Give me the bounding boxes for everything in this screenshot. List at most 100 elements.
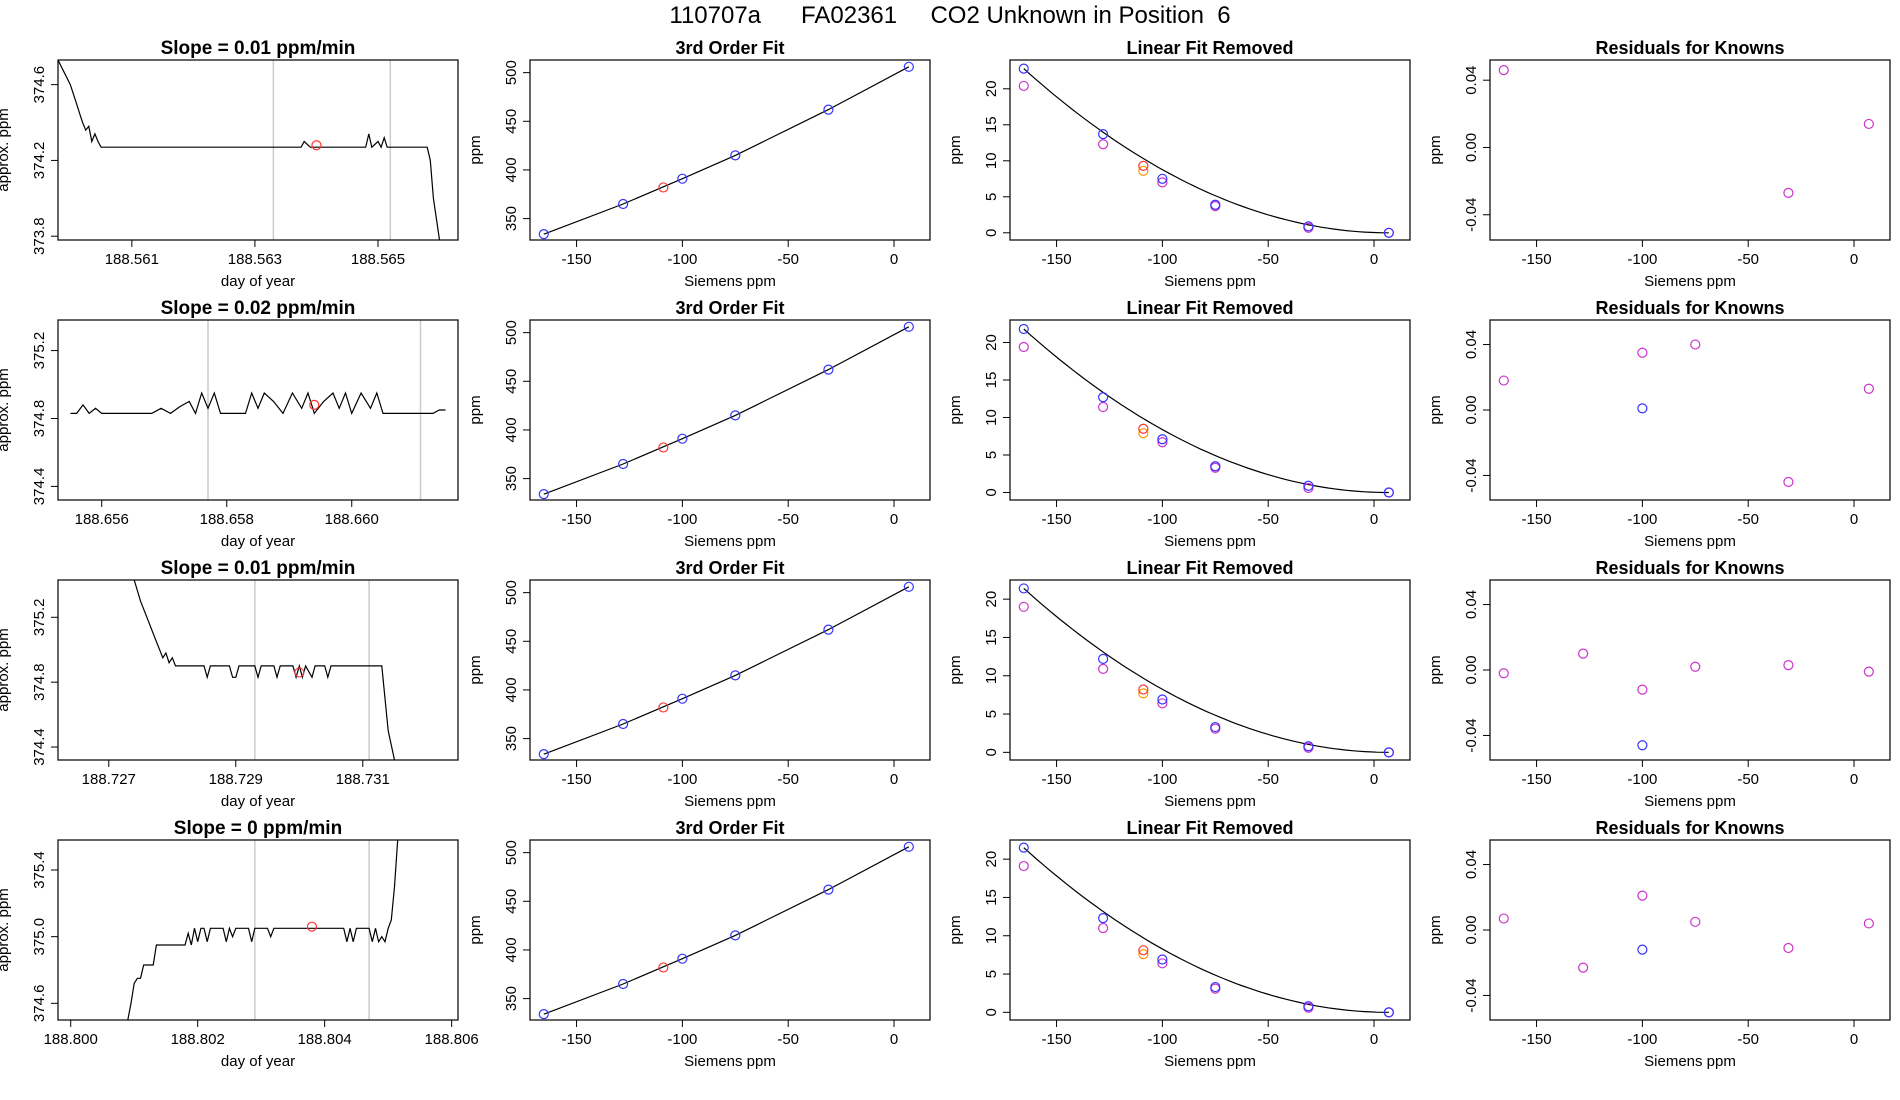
- y-tick-label: 20: [983, 851, 1000, 868]
- unknown-point: [1138, 945, 1149, 956]
- fit-curve: [543, 846, 910, 1015]
- y-tick-label: -0.04: [1463, 198, 1480, 232]
- x-tick-label: 0: [890, 251, 898, 268]
- plot-panel-r0c1: 3rd Order Fit Siemens ppm ppm -150 -100 -50 0 3…: [467, 38, 931, 290]
- x-tick-label: -150: [1042, 511, 1072, 528]
- y-axis-label: ppm: [947, 395, 964, 424]
- y-tick-label: 374.8: [31, 663, 48, 701]
- residual-point: [1637, 347, 1648, 358]
- x-tick-label: -100: [667, 1031, 697, 1048]
- x-axis-label: Siemens ppm: [1644, 1053, 1736, 1070]
- x-tick-label: 0: [890, 1031, 898, 1048]
- residual-point: [1863, 383, 1874, 394]
- residual-point: [1578, 648, 1589, 659]
- unknown-point: [1138, 684, 1149, 695]
- residual-point: [1783, 476, 1794, 488]
- x-tick-label: 188.563: [228, 251, 282, 268]
- plot-frame: [529, 579, 931, 761]
- fit-curve: [543, 66, 910, 235]
- plot-panel-r0c3: Residuals for Knowns Siemens ppm ppm -150 -1…: [1427, 38, 1891, 290]
- trace-line: [127, 840, 399, 1020]
- y-tick-label: 5: [983, 451, 1000, 459]
- x-tick-label: -150: [1042, 251, 1072, 268]
- known-point: [1018, 842, 1029, 853]
- y-tick-label: 350: [503, 206, 520, 231]
- y-axis-label: ppm: [1427, 395, 1444, 424]
- x-tick-label: -100: [1627, 251, 1657, 268]
- y-axis-label: approx. ppm: [0, 628, 12, 711]
- fit-curve: [543, 586, 910, 755]
- x-tick-label: 188.731: [336, 771, 390, 788]
- y-axis-label: ppm: [947, 915, 964, 944]
- y-tick-label: 500: [503, 320, 520, 345]
- plot-title: Slope = 0.01 ppm/min: [161, 558, 356, 579]
- known-point: [1303, 1001, 1314, 1012]
- y-axis-label: ppm: [467, 395, 484, 424]
- plot-data-layer: [133, 580, 396, 760]
- known-point: [1018, 323, 1029, 335]
- residual-point: [1498, 375, 1509, 386]
- x-tick-label: -150: [562, 511, 592, 528]
- plot-data-layer: [538, 321, 914, 500]
- known-point: [1210, 461, 1221, 472]
- plot-data-layer: [1498, 64, 1874, 198]
- known-point: [1098, 913, 1109, 924]
- x-tick-label: 0: [1850, 771, 1858, 788]
- plot-frame: [1009, 59, 1411, 241]
- known-point: [1210, 199, 1221, 210]
- y-tick-label: 374.2: [31, 142, 48, 180]
- plot-panel-r1c1: 3rd Order Fit Siemens ppm ppm -150 -100 -50 0 3…: [467, 298, 931, 550]
- known-point: [1303, 480, 1314, 491]
- y-tick-label: 374.8: [31, 400, 48, 438]
- known-point: [618, 458, 629, 470]
- plot-title: Slope = 0.01 ppm/min: [161, 38, 356, 59]
- plot-panel-r2c2: Linear Fit Removed Siemens ppm ppm -150 -100…: [947, 558, 1411, 810]
- y-tick-label: 0.04: [1463, 590, 1480, 619]
- x-tick-label: -100: [667, 251, 697, 268]
- plot-frame: [1009, 839, 1411, 1021]
- x-axis-label: Siemens ppm: [1164, 273, 1256, 290]
- known-point: [1383, 747, 1394, 758]
- y-tick-label: 375.0: [31, 918, 48, 956]
- x-tick-label: 188.800: [44, 1031, 98, 1048]
- unknown-point: [658, 702, 669, 713]
- known-point: [903, 841, 914, 852]
- plot-title: Linear Fit Removed: [1126, 558, 1293, 578]
- x-tick-label: -100: [1147, 771, 1177, 788]
- x-tick-label: -50: [1737, 1031, 1759, 1048]
- y-tick-label: 350: [503, 726, 520, 751]
- x-tick-label: -50: [1257, 771, 1279, 788]
- y-axis-label: approx. ppm: [0, 368, 12, 451]
- plot-frame: [57, 319, 459, 501]
- x-tick-label: -50: [1257, 511, 1279, 528]
- y-tick-label: 373.8: [31, 217, 48, 255]
- fit-curve: [543, 326, 910, 495]
- y-axis-label: ppm: [1427, 135, 1444, 164]
- trace-line: [70, 391, 446, 416]
- x-tick-label: -100: [667, 771, 697, 788]
- x-tick-label: -50: [777, 511, 799, 528]
- residual-point: [1783, 187, 1794, 198]
- y-tick-label: 15: [983, 372, 1000, 389]
- plot-title: Residuals for Knowns: [1595, 298, 1784, 318]
- x-tick-label: 0: [1370, 511, 1378, 528]
- x-tick-label: -100: [667, 511, 697, 528]
- alt-unknown-point: [1138, 949, 1149, 960]
- y-tick-label: 0: [983, 229, 1000, 237]
- x-tick-label: 0: [1850, 511, 1858, 528]
- fit-curve: [1023, 68, 1389, 234]
- plot-panel-r0c2: Linear Fit Removed Siemens ppm ppm -150 -100…: [947, 38, 1411, 290]
- known-point: [618, 718, 629, 730]
- y-tick-label: 0: [983, 488, 1000, 496]
- known-point: [823, 364, 834, 375]
- known-point: [730, 670, 741, 681]
- known-point: [538, 489, 549, 500]
- known-residual-point: [1637, 403, 1648, 414]
- known-point: [823, 104, 834, 115]
- x-tick-label: -100: [1627, 511, 1657, 528]
- y-tick-label: 450: [503, 369, 520, 394]
- known-point: [1018, 583, 1029, 594]
- y-tick-label: 15: [983, 629, 1000, 646]
- plot-title: 3rd Order Fit: [675, 298, 784, 318]
- raw-point: [1098, 922, 1109, 934]
